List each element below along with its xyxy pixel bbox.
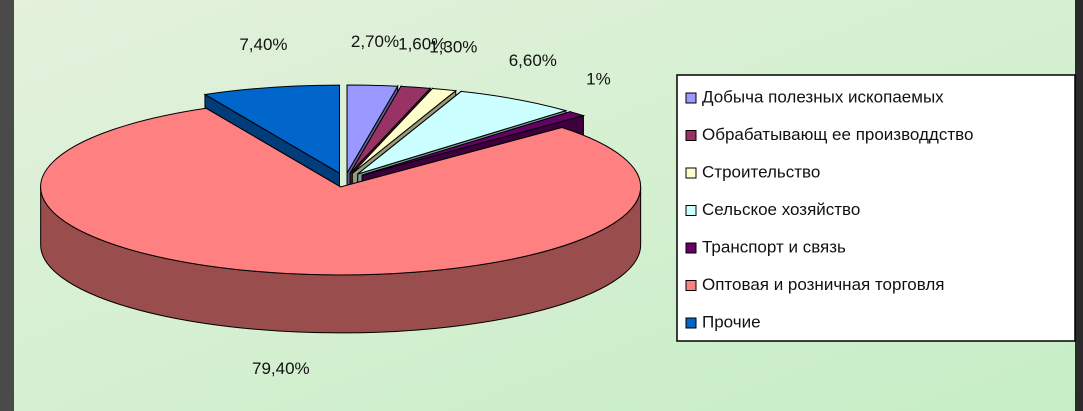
legend-label: Сельское хозяйство [702, 200, 860, 219]
left-edge [0, 0, 14, 411]
value-label: 7,40% [239, 35, 287, 54]
right-edge [1075, 0, 1083, 411]
value-label: 79,40% [252, 359, 310, 378]
legend-swatch [686, 168, 696, 178]
value-label: 1,30% [429, 38, 477, 57]
legend-swatch [686, 243, 696, 253]
chart: 2,70%1,60%1,30%6,60%1%79,40%7,40% Добыча… [0, 0, 1083, 411]
legend-label: Оптовая и розничная торговля [702, 275, 945, 294]
legend-label: Добыча полезных ископаемых [702, 87, 944, 106]
legend-label: Строительство [702, 162, 820, 181]
legend-label: Транспорт и связь [702, 237, 846, 256]
legend-swatch [686, 318, 696, 328]
legend-swatch [686, 206, 696, 216]
legend-swatch [686, 281, 696, 291]
value-label: 2,70% [351, 32, 399, 51]
value-label: 6,60% [509, 51, 557, 70]
legend-label: Прочие [702, 312, 761, 331]
legend-swatch [686, 131, 696, 141]
value-label: 1% [586, 70, 611, 89]
legend-label: Обрабатывающ ее производдство [702, 125, 973, 144]
legend-swatch [686, 93, 696, 103]
